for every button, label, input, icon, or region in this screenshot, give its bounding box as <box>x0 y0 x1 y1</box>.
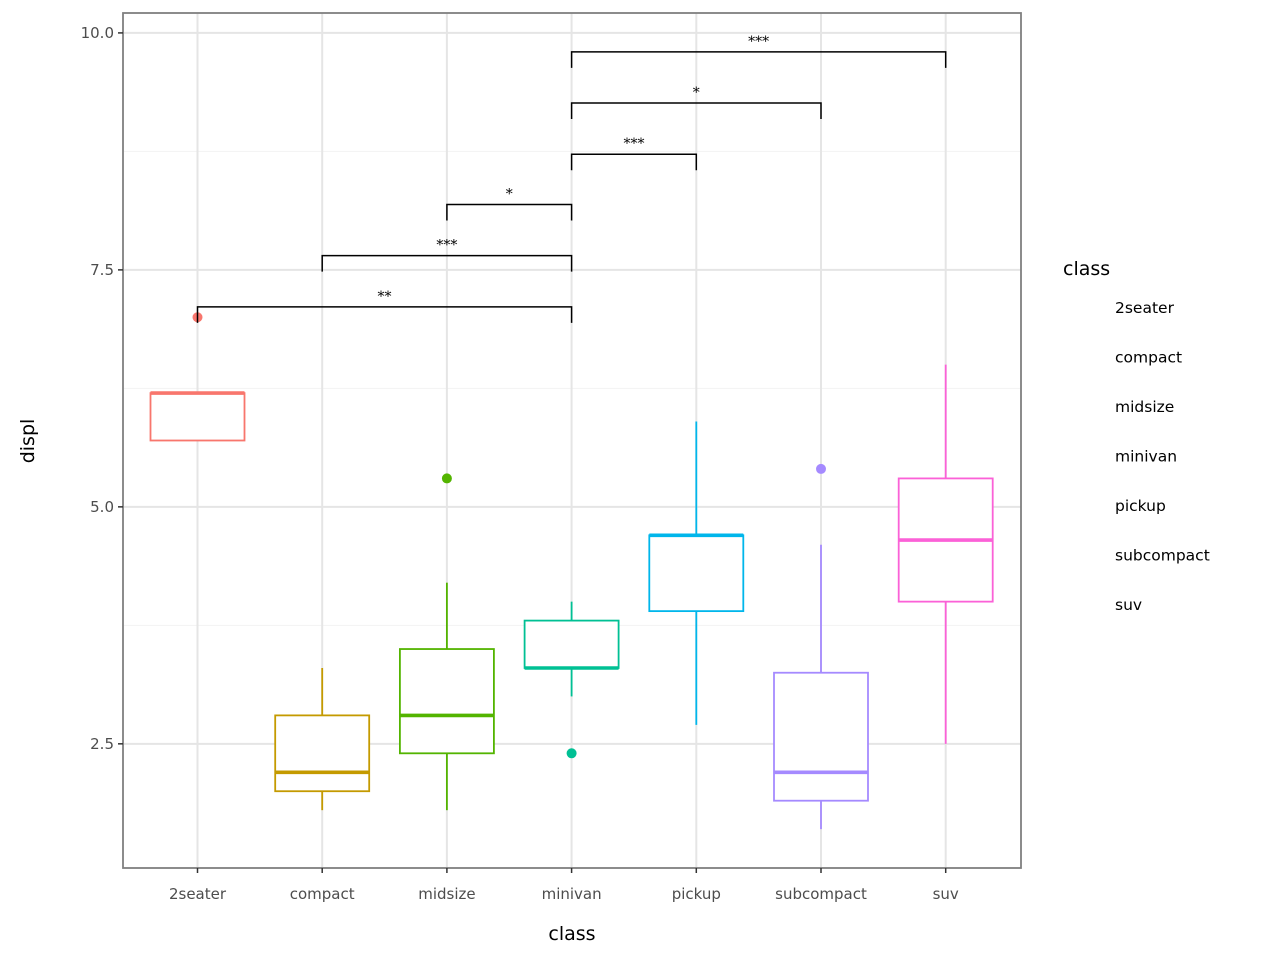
significance-label: * <box>693 85 700 101</box>
significance-label: *** <box>623 136 644 152</box>
significance-label: *** <box>748 34 769 50</box>
legend: 2seater compact midsize minivan pickup subcom… <box>1115 299 1210 614</box>
x-tick-label: suv <box>933 885 959 903</box>
box-subcompact <box>773 671 869 802</box>
legend-entry: minivan <box>1115 448 1177 466</box>
x-tick-label: minivan <box>542 885 602 903</box>
significance-label: ** <box>378 289 392 305</box>
legend-entry: compact <box>1115 349 1182 367</box>
box-compact <box>274 714 371 793</box>
comparisons: ************* <box>196 34 947 323</box>
x-tick-label: pickup <box>672 885 721 903</box>
outlier-point <box>566 748 577 759</box>
y-tick-label: 2.5 <box>90 735 114 753</box>
y-tick-label: 5.0 <box>90 498 114 516</box>
significance-bracket <box>446 203 573 221</box>
significance-label: * <box>506 186 513 202</box>
significance-bracket <box>570 102 822 120</box>
y-tick-label: 7.5 <box>90 261 114 279</box>
y-tick-label: 10.0 <box>81 24 114 42</box>
axes: 2.5 5.0 7.5 10.0 2seater compact midsize miniva… <box>81 24 959 903</box>
box-2seater <box>149 392 246 442</box>
legend-entry: subcompact <box>1115 547 1210 565</box>
box-minivan <box>523 619 620 669</box>
significance-bracket <box>321 254 573 272</box>
legend-entry: suv <box>1115 596 1142 614</box>
box-midsize <box>398 648 495 755</box>
legend-entry: pickup <box>1115 497 1166 515</box>
x-tick-label: subcompact <box>775 885 867 903</box>
significance-label: *** <box>436 238 457 254</box>
x-tick-label: 2seater <box>169 885 227 903</box>
y-axis-title: displ <box>17 419 39 464</box>
x-tick-label: midsize <box>418 885 475 903</box>
legend-entry: midsize <box>1115 398 1174 416</box>
legend-entry: 2seater <box>1115 299 1175 317</box>
x-axis-title: class <box>548 923 595 945</box>
significance-bracket <box>570 51 947 68</box>
significance-bracket <box>570 153 698 171</box>
significance-bracket <box>196 306 573 323</box>
outlier-point <box>816 463 826 474</box>
boxes <box>149 312 994 830</box>
x-tick-label: compact <box>290 885 355 903</box>
legend-title: class <box>1063 258 1110 280</box>
box-pickup <box>648 534 745 613</box>
outlier-point <box>441 473 452 484</box>
